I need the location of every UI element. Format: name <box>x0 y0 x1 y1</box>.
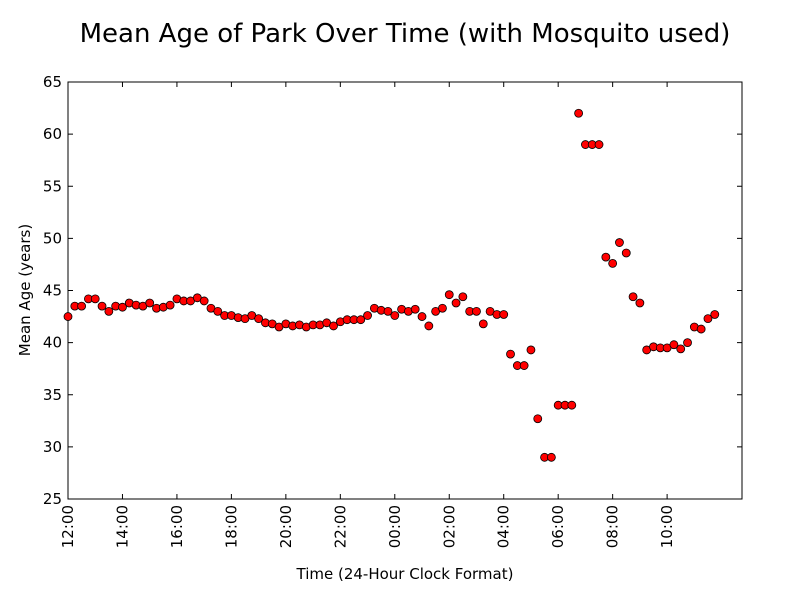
data-point <box>329 321 338 331</box>
data-point <box>451 298 461 308</box>
x-tick-label: 14:00 <box>113 505 131 548</box>
y-tick-label: 60 <box>43 125 62 143</box>
data-point <box>574 108 584 118</box>
y-tick-label: 35 <box>43 386 62 404</box>
x-tick-label: 06:00 <box>549 505 567 548</box>
data-point <box>417 312 427 321</box>
data-point <box>90 294 100 304</box>
data-point <box>438 303 447 313</box>
data-point <box>628 292 638 302</box>
x-tick-label: 12:00 <box>59 505 77 548</box>
data-point <box>444 290 454 300</box>
data-point <box>608 258 618 268</box>
plot-frame <box>67 81 743 500</box>
x-tick-label: 00:00 <box>386 505 404 548</box>
data-point <box>601 252 611 262</box>
y-tick-label: 50 <box>43 229 62 247</box>
data-point <box>615 238 624 247</box>
data-point <box>526 345 536 355</box>
data-point <box>506 349 515 359</box>
y-tick-label: 40 <box>43 334 62 352</box>
x-tick-label: 04:00 <box>495 505 513 548</box>
data-point <box>254 314 264 324</box>
x-tick-label: 20:00 <box>277 505 295 548</box>
x-axis-label: Time (24-Hour Clock Format) <box>296 565 514 583</box>
data-point <box>472 306 481 316</box>
data-point <box>390 311 400 320</box>
data-point <box>424 321 434 331</box>
data-point <box>77 301 87 311</box>
data-point <box>546 452 556 462</box>
x-tick-label: 22:00 <box>331 505 349 548</box>
x-tick-label: 16:00 <box>168 505 186 548</box>
y-tick-label: 45 <box>43 282 62 300</box>
y-axis-label: Mean Age (years) <box>16 224 34 356</box>
data-point <box>118 302 127 312</box>
data-point <box>363 311 372 320</box>
data-point <box>104 306 114 316</box>
data-point <box>669 340 679 350</box>
data-point <box>519 361 529 370</box>
data-point <box>621 248 631 258</box>
data-point <box>683 338 692 348</box>
data-point <box>410 304 420 314</box>
data-point <box>703 314 713 324</box>
data-point <box>478 319 488 329</box>
x-axis: 12:00 14:00 16:00 18:00 20:00 22:00 00:00 02:00… <box>59 82 676 548</box>
data-points <box>63 108 720 462</box>
x-tick-label: 10:00 <box>658 505 676 548</box>
data-point <box>356 315 366 325</box>
y-axis: 25 30 35 40 45 50 55 60 65 <box>43 73 742 508</box>
y-tick-label: 55 <box>43 177 62 195</box>
data-point <box>63 312 73 321</box>
y-tick-label: 30 <box>43 438 62 456</box>
data-point <box>97 301 107 311</box>
x-tick-label: 18:00 <box>222 505 240 548</box>
x-tick-label: 02:00 <box>440 505 458 548</box>
data-point <box>145 298 155 308</box>
chart-title: Mean Age of Park Over Time (with Mosquit… <box>80 19 731 49</box>
data-point <box>458 292 468 302</box>
x-tick-label: 08:00 <box>604 505 622 548</box>
y-tick-label: 65 <box>43 73 62 91</box>
data-point <box>594 140 604 149</box>
data-point <box>165 300 175 310</box>
data-point <box>696 324 706 334</box>
y-tick-label: 25 <box>43 490 62 508</box>
data-point <box>383 306 393 316</box>
data-point <box>199 296 209 306</box>
data-point <box>710 310 720 319</box>
data-point <box>213 306 223 316</box>
data-point <box>635 298 645 308</box>
data-point <box>533 414 543 424</box>
data-point <box>499 310 509 319</box>
data-point <box>567 400 577 410</box>
data-point <box>676 344 686 354</box>
